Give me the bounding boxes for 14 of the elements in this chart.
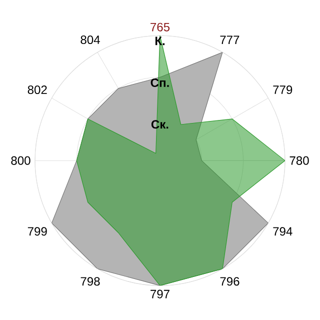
spoke-label: 796 (220, 277, 240, 286)
spoke-label: 779 (273, 86, 292, 94)
spoke-label: 799 (28, 227, 47, 236)
spoke-label: 794 (273, 227, 292, 236)
spoke-label: 802 (28, 86, 47, 94)
spoke-label: 780 (290, 156, 309, 165)
y-tick-label: Сп. (150, 78, 169, 87)
spoke-label: 765 (150, 22, 170, 32)
spoke-label: 777 (220, 36, 240, 44)
spoke-label: 800 (11, 156, 30, 165)
spoke-label: 797 (150, 290, 170, 298)
spoke-label: 798 (80, 277, 100, 286)
y-tick-label: Ск. (151, 120, 168, 129)
spoke-label: 804 (80, 36, 100, 44)
